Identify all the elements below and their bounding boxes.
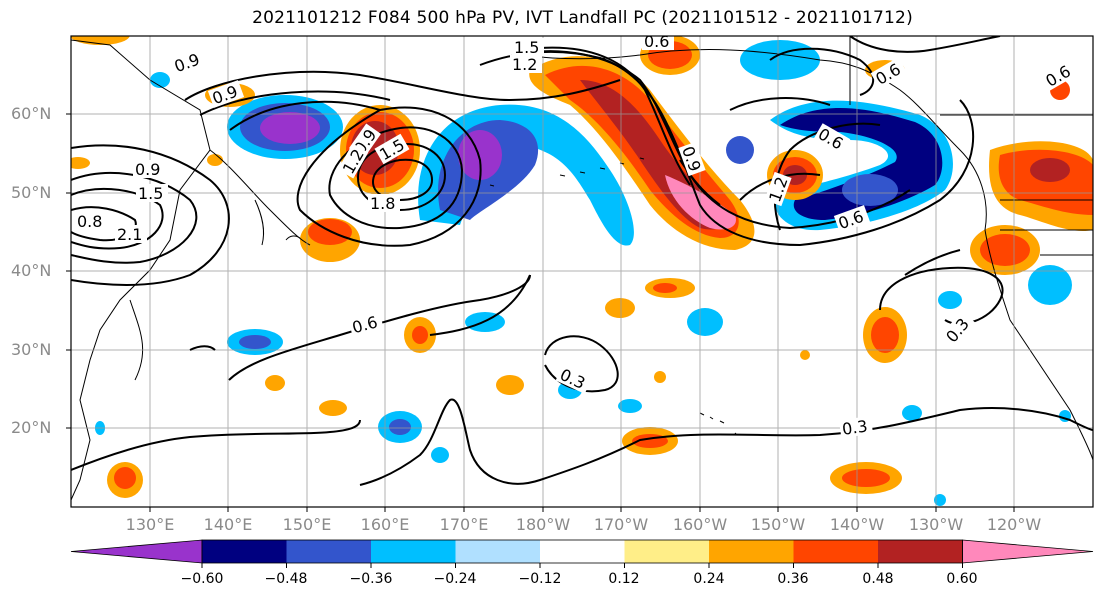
svg-text:1.8: 1.8 <box>370 194 395 213</box>
colorbar-tick: 0.36 <box>777 571 809 587</box>
colorbar-segment <box>286 540 371 563</box>
colorbar-segment <box>540 540 625 563</box>
contour-label: 1.2 <box>510 55 542 74</box>
lon-label: 120°W <box>986 515 1042 534</box>
lon-label: 170°W <box>593 515 649 534</box>
lat-label: 50°N <box>11 183 52 202</box>
colorbar-tick: −0.24 <box>433 571 477 587</box>
lat-label: 60°N <box>11 104 52 123</box>
lat-label: 30°N <box>11 340 52 359</box>
svg-text:0.8: 0.8 <box>77 212 102 231</box>
contour-label: 2.1 <box>115 225 147 244</box>
shaded-anomalies <box>71 36 1093 506</box>
colorbar-segment <box>793 540 878 563</box>
contour-label: 1.5 <box>512 38 544 57</box>
svg-text:0.9: 0.9 <box>135 160 160 179</box>
lon-label: 150°E <box>282 515 332 534</box>
svg-text:1.2: 1.2 <box>512 55 537 74</box>
colorbar-segment <box>709 540 794 563</box>
lat-label: 40°N <box>11 261 52 280</box>
lat-label: 20°N <box>11 418 52 437</box>
map-title: 2021101212 F084 500 hPa PV, IVT Landfall… <box>252 8 913 28</box>
lon-label: 150°W <box>750 515 806 534</box>
svg-text:2.1: 2.1 <box>117 225 142 244</box>
lon-label: 170°E <box>439 515 489 534</box>
lon-label: 160°E <box>360 515 410 534</box>
colorbar-extend-high <box>962 539 1094 564</box>
svg-text:0.3: 0.3 <box>841 416 869 438</box>
svg-text:1.5: 1.5 <box>514 38 539 57</box>
lon-label: 180°W <box>515 515 571 534</box>
contour-label: 0.6 <box>813 123 851 155</box>
contour-label: 0.3 <box>838 415 874 439</box>
colorbar-segment <box>202 540 287 563</box>
colorbar-segment <box>371 540 456 563</box>
lon-label: 140°E <box>203 515 253 534</box>
contour-label: 0.6 <box>642 32 674 51</box>
colorbar-extend-low <box>70 539 203 564</box>
svg-text:0.6: 0.6 <box>644 32 669 51</box>
colorbar-tick: −0.48 <box>264 571 308 587</box>
colorbar-tick: 0.48 <box>862 571 894 587</box>
contour-label: 0.8 <box>75 212 102 231</box>
colorbar-tick: 0.24 <box>693 571 725 587</box>
colorbar-frame <box>201 539 963 564</box>
lon-label: 130°E <box>125 515 175 534</box>
svg-text:1.5: 1.5 <box>138 184 163 203</box>
colorbar-tick: −0.12 <box>518 571 562 587</box>
colorbar-tick: 0.60 <box>946 571 978 587</box>
lon-label: 140°W <box>829 515 885 534</box>
colorbar-segments <box>70 539 1094 568</box>
colorbar-tick: −0.60 <box>180 571 224 587</box>
contour-label: 1.5 <box>136 184 168 203</box>
lon-label: 130°W <box>908 515 964 534</box>
colorbar-segment <box>624 540 709 563</box>
colorbar-segment <box>455 540 540 563</box>
colorbar-tick: −0.36 <box>349 571 393 587</box>
contour-label: 0.9 <box>133 160 165 179</box>
gridlines <box>71 36 1093 507</box>
colorbar-tick: 0.12 <box>608 571 640 587</box>
coastlines <box>71 36 1093 501</box>
colorbar-segment <box>878 540 963 563</box>
axis-ticks <box>66 113 1015 512</box>
lon-label: 160°W <box>672 515 728 534</box>
contour-label: 1.8 <box>368 194 400 213</box>
